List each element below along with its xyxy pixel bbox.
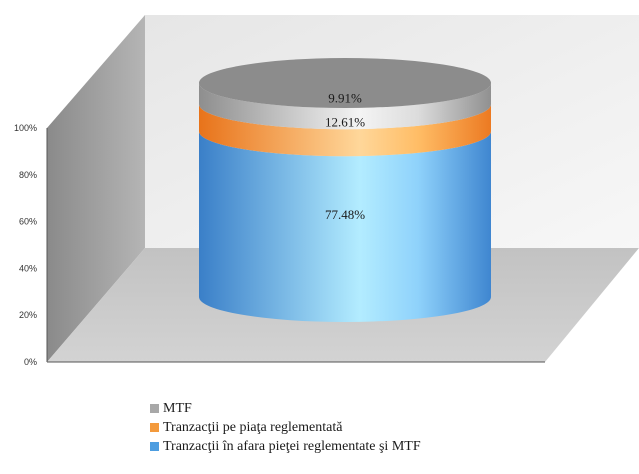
legend-swatch-otc [150, 442, 159, 451]
y-tick-label: 20% [19, 310, 37, 320]
y-tick-label: 80% [19, 170, 37, 180]
cylinder-segment-mtf [199, 83, 491, 130]
legend-label: Tranzacţii pe piaţa reglementată [163, 420, 343, 435]
legend-label: MTF [163, 401, 192, 416]
data-labels: 77.48% 12.61% 9.91% [325, 91, 365, 222]
data-label-regulated: 12.61% [325, 115, 365, 130]
data-label-mtf: 9.91% [328, 91, 362, 106]
cylinder-segment-regulated [199, 104, 491, 157]
left-wall [47, 15, 145, 362]
y-tick-label: 0% [24, 357, 37, 367]
legend-item-otc: Tranzacţii în afara pieţei reglementate … [150, 437, 421, 456]
legend-swatch-mtf [150, 404, 159, 413]
cylinder-top-cap [199, 58, 491, 108]
y-tick-label: 100% [14, 123, 37, 133]
y-tick-label: 60% [19, 217, 37, 227]
legend-swatch-regulated [150, 423, 159, 432]
legend-label: Tranzacţii în afara pieţei reglementate … [163, 439, 421, 454]
cylinder-segment-otc [199, 131, 491, 322]
legend-item-regulated: Tranzacţii pe piaţa reglementată [150, 418, 421, 437]
y-tick-label: 40% [19, 263, 37, 273]
stacked-cylinder [199, 58, 491, 322]
legend-item-mtf: MTF [150, 399, 421, 418]
legend: MTF Tranzacţii pe piaţa reglementată Tra… [150, 399, 421, 456]
data-label-otc: 77.48% [325, 207, 365, 222]
y-tick-labels: 0% 20% 40% 60% 80% 100% [14, 123, 37, 367]
